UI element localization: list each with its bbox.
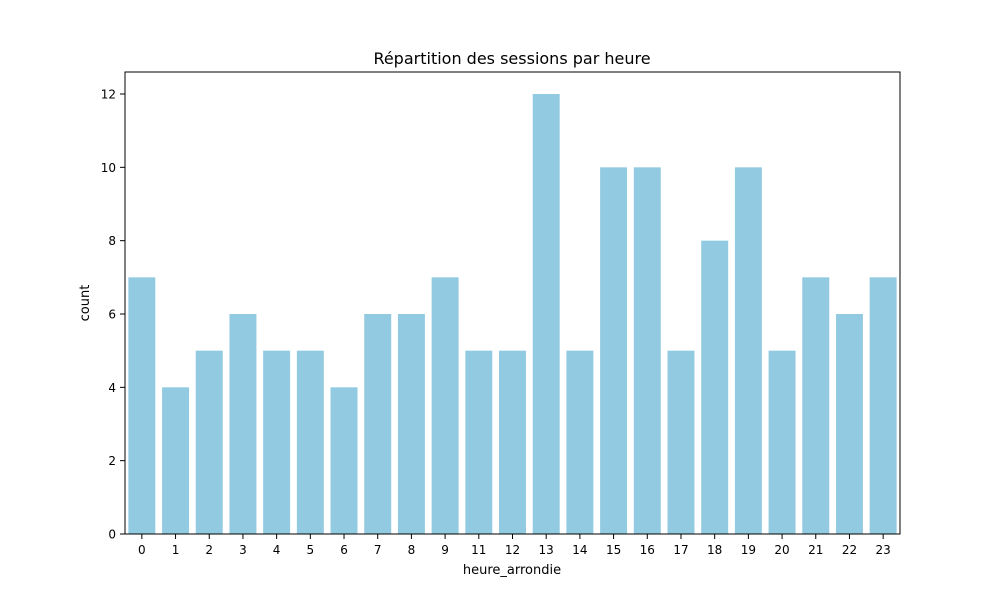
x-tick-label: 21 [808, 543, 823, 557]
x-tick-label: 9 [441, 543, 449, 557]
y-tick-label: 6 [108, 308, 116, 322]
x-tick-label: 13 [539, 543, 554, 557]
bar-12 [499, 350, 526, 534]
bar-21 [802, 277, 830, 534]
x-tick-label: 12 [505, 543, 520, 557]
x-tick-label: 0 [138, 543, 146, 557]
bar-19 [734, 167, 762, 534]
x-tick-label: 6 [340, 543, 348, 557]
bar-0 [128, 277, 156, 534]
x-tick-label: 23 [876, 543, 891, 557]
y-axis-label: count [78, 285, 93, 322]
y-tick-label: 8 [108, 234, 116, 248]
bar-1 [162, 387, 190, 534]
bar-14 [566, 350, 594, 534]
bar-6 [330, 387, 358, 534]
x-axis-label: heure_arrondie [463, 563, 561, 578]
bar-7 [364, 314, 392, 534]
bars-group [128, 94, 897, 535]
chart-title: Répartition des sessions par heure [373, 49, 650, 68]
y-tick-label: 4 [108, 381, 116, 395]
x-tick-label: 22 [842, 543, 857, 557]
x-tick-label: 15 [606, 543, 621, 557]
x-tick-label: 18 [707, 543, 722, 557]
x-tick-label: 1 [172, 543, 180, 557]
x-tick-label: 16 [640, 543, 655, 557]
y-tick-label: 2 [108, 454, 116, 468]
bar-5 [296, 350, 324, 534]
x-tick-label: 20 [774, 543, 789, 557]
x-tick-label: 8 [408, 543, 416, 557]
bar-23 [869, 277, 897, 534]
x-tick-label: 4 [273, 543, 281, 557]
bar-15 [600, 167, 628, 534]
bar-17 [667, 350, 695, 534]
bar-18 [701, 240, 729, 535]
y-tick-label: 0 [108, 528, 116, 542]
y-tick-label: 10 [101, 161, 116, 175]
x-tick-label: 2 [205, 543, 213, 557]
x-tick-label: 17 [673, 543, 688, 557]
y-tick-label: 12 [101, 88, 116, 102]
bar-20 [768, 350, 796, 534]
bar-4 [263, 350, 291, 534]
bar-9 [431, 277, 459, 534]
bar-8 [397, 314, 425, 534]
x-tick-label: 19 [741, 543, 756, 557]
x-tick-label: 14 [572, 543, 587, 557]
x-tick-label: 3 [239, 543, 247, 557]
bar-2 [195, 350, 223, 534]
x-axis: 0 1 2 3 4 5 6 7 8 9 11 12 13 14 15 16 17 18 19 20 21 22 23 [138, 534, 891, 557]
x-tick-label: 11 [471, 543, 486, 557]
bar-13 [532, 94, 560, 534]
bar-3 [229, 314, 257, 534]
bar-16 [633, 167, 661, 534]
x-tick-label: 5 [307, 543, 315, 557]
bar-11 [465, 350, 493, 534]
x-tick-label: 7 [374, 543, 382, 557]
y-axis: 0 2 4 6 8 10 12 [101, 88, 125, 542]
bar-22 [835, 314, 863, 534]
